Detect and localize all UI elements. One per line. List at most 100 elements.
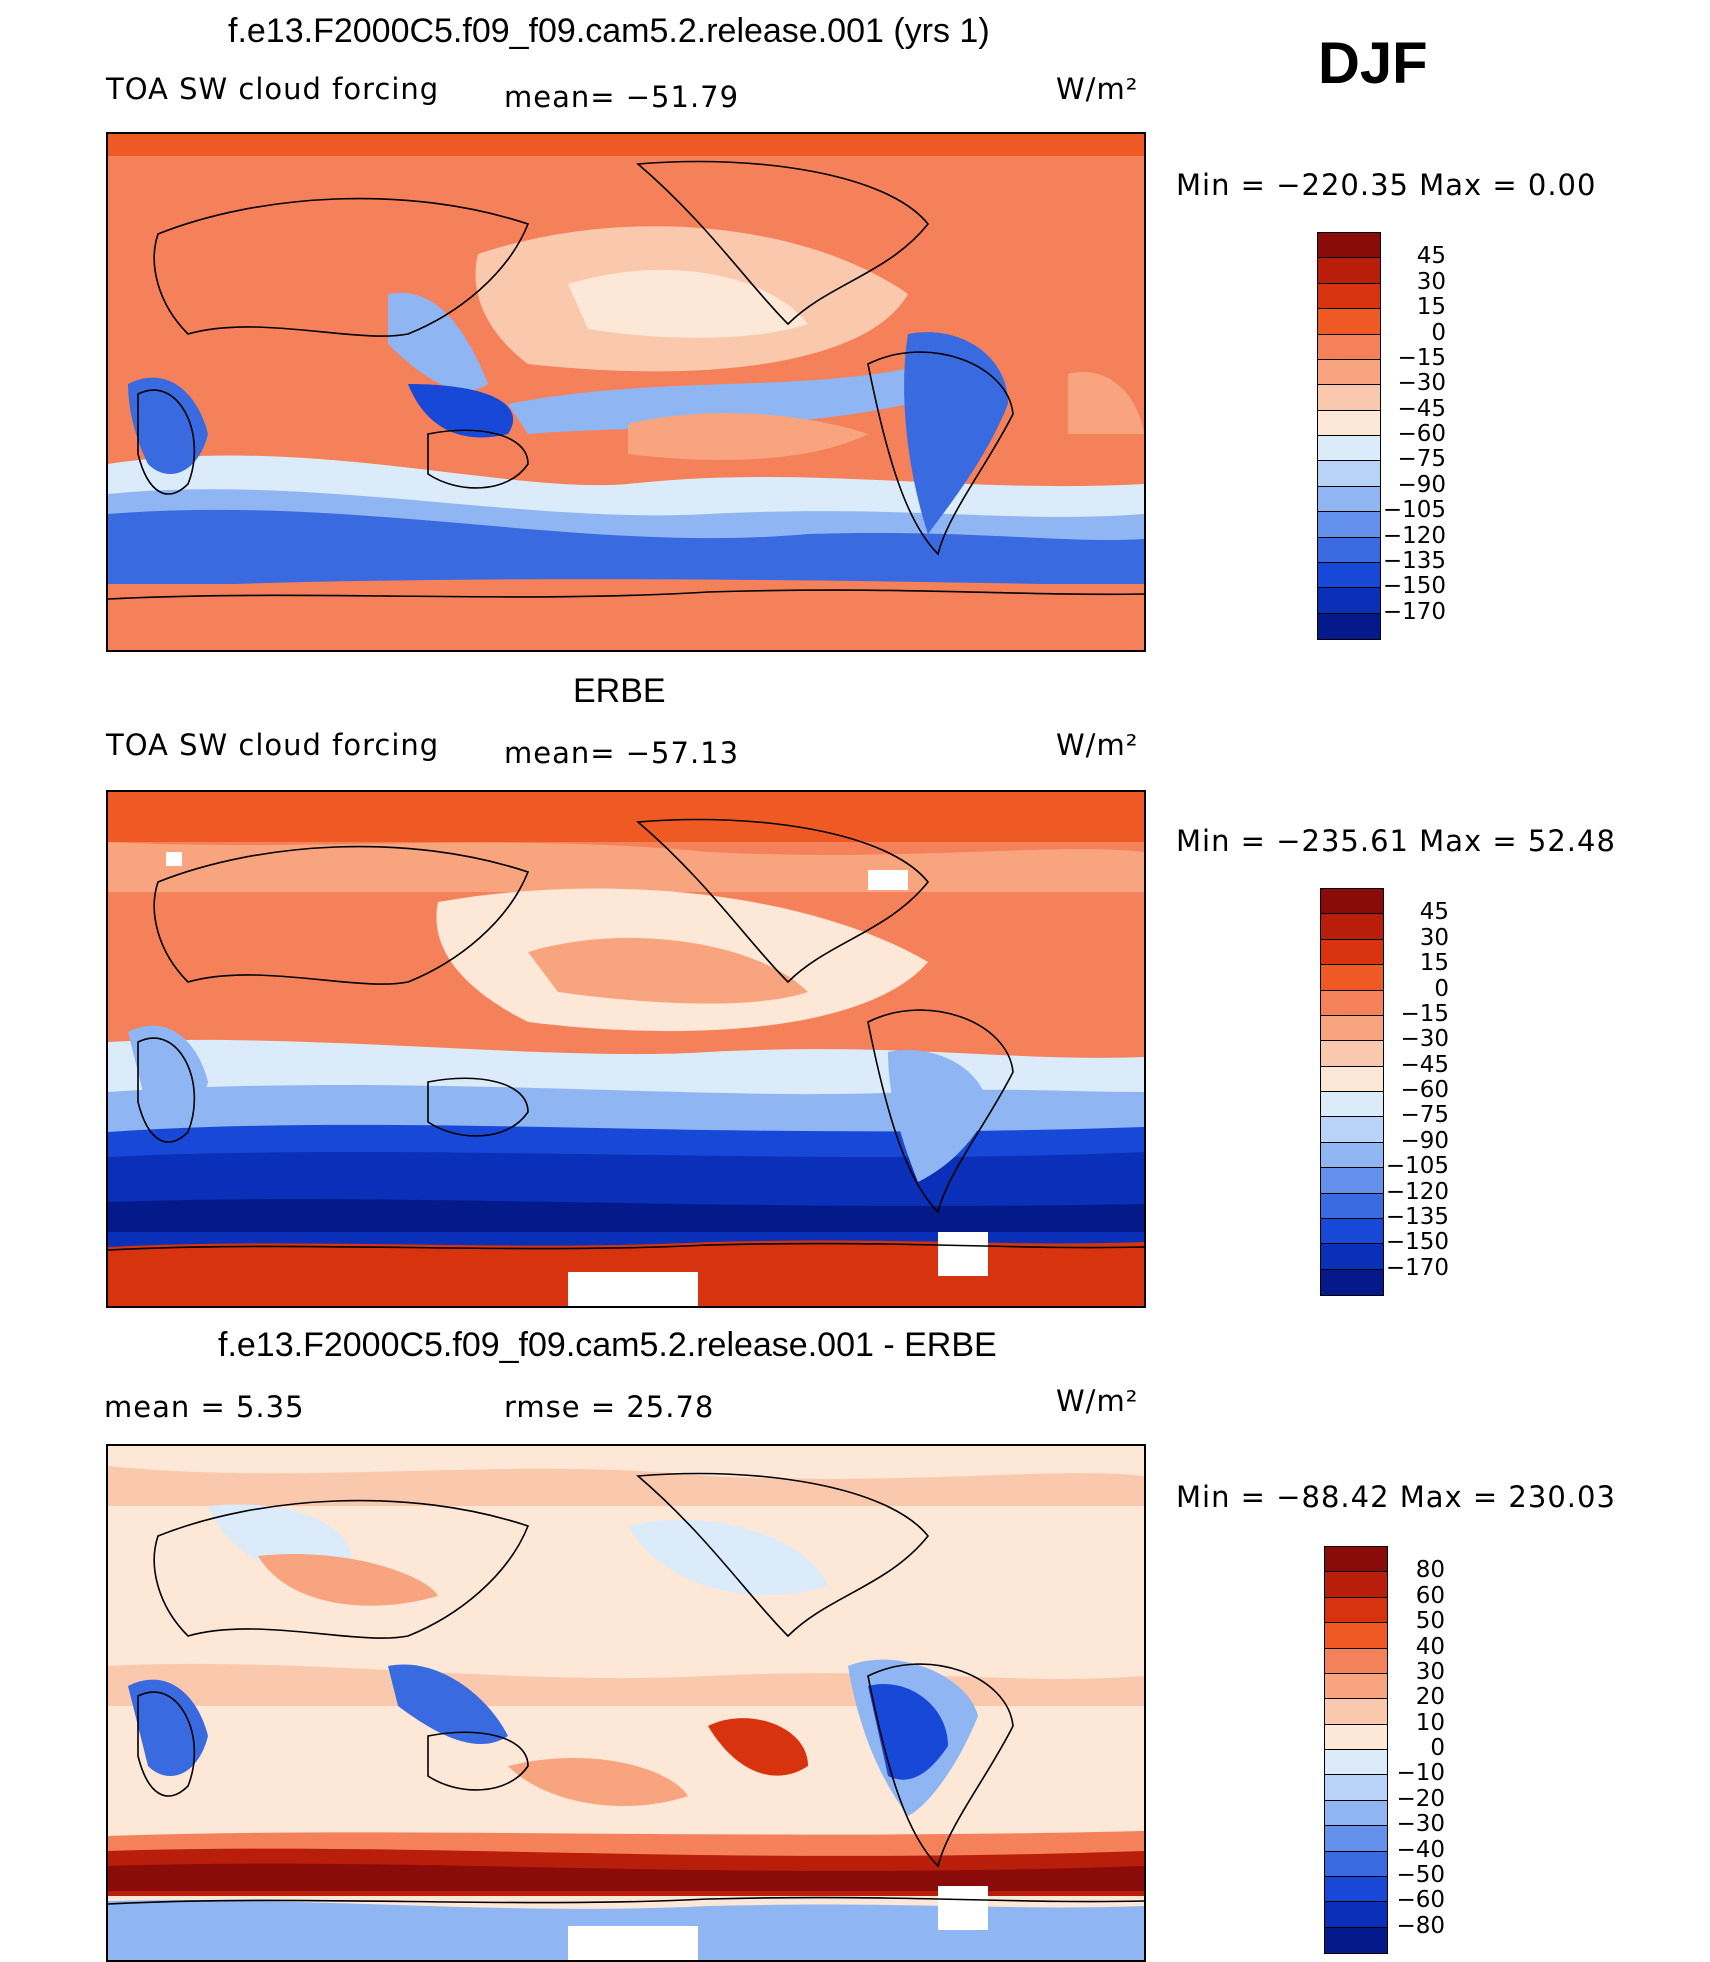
colorbar-tick-label: −75 (1397, 446, 1446, 473)
panel1-min-max: Min = −220.35 Max = 0.00 (1176, 168, 1597, 202)
colorbar-tick-label: 45 (1419, 899, 1449, 926)
colorbar-tick-label: −150 (1385, 1229, 1449, 1256)
colorbar-swatch (1318, 562, 1380, 589)
colorbar-swatch (1318, 258, 1380, 284)
colorbar-swatch (1321, 990, 1383, 1016)
colorbar-swatch (1318, 385, 1380, 411)
colorbar-swatch (1321, 1066, 1383, 1092)
panel3-title: f.e13.F2000C5.f09_f09.cam5.2.release.001… (218, 1326, 997, 1364)
colorbar-tick-label: 50 (1415, 1608, 1445, 1635)
colorbar-tick-label: −105 (1382, 497, 1446, 524)
colorbar-tick-label: −15 (1400, 1000, 1449, 1027)
colorbar-tick-label: −45 (1397, 395, 1446, 422)
colorbar-tick-label: −30 (1400, 1026, 1449, 1053)
colorbar-tick-label: 60 (1415, 1582, 1445, 1609)
colorbar-swatch (1321, 1092, 1383, 1118)
colorbar-swatch (1325, 1851, 1387, 1877)
colorbar-tick-label: −120 (1382, 522, 1446, 549)
colorbar-swatch (1325, 1800, 1387, 1827)
panel1-map (106, 132, 1146, 652)
panel3-min-max: Min = −88.42 Max = 230.03 (1176, 1480, 1616, 1514)
colorbar-swatch (1318, 283, 1380, 310)
colorbar-tick-label: 10 (1415, 1709, 1445, 1736)
colorbar-swatch (1318, 233, 1380, 259)
colorbar-tick-label: 80 (1415, 1557, 1445, 1584)
panel1-units: W/m² (1056, 72, 1139, 106)
colorbar-tick-label: −135 (1385, 1203, 1449, 1230)
panel1-map-graphic (108, 134, 1144, 650)
colorbar-swatch (1325, 1724, 1387, 1750)
colorbar-swatch (1325, 1826, 1387, 1852)
colorbar-swatch (1325, 1597, 1387, 1624)
colorbar-tick-label: −50 (1396, 1861, 1445, 1888)
colorbar-swatch (1318, 588, 1380, 614)
colorbar-swatch (1318, 334, 1380, 360)
colorbar-swatch (1318, 486, 1380, 513)
colorbar-swatch (1318, 436, 1380, 462)
colorbar-tick-label: −90 (1397, 471, 1446, 498)
colorbar-swatch (1325, 1902, 1387, 1928)
colorbar-swatch (1321, 965, 1383, 991)
colorbar-swatch (1318, 512, 1380, 538)
panel3-colorbar (1324, 1546, 1388, 1954)
panel3-rmse: rmse = 25.78 (504, 1390, 715, 1424)
colorbar-swatch (1325, 1673, 1387, 1700)
colorbar-tick-label: −75 (1400, 1102, 1449, 1129)
colorbar-tick-label: −60 (1397, 421, 1446, 447)
colorbar-tick-label: −170 (1385, 1254, 1449, 1281)
colorbar-tick-label: −80 (1396, 1912, 1445, 1939)
panel2-title: ERBE (573, 672, 666, 710)
panel2-map (106, 790, 1146, 1308)
panel2-colorbar (1320, 888, 1384, 1296)
panel1-mean: mean= −51.79 (504, 80, 740, 114)
colorbar-swatch (1325, 1750, 1387, 1776)
colorbar-swatch (1325, 1648, 1387, 1674)
colorbar-tick-label: −90 (1400, 1127, 1449, 1154)
colorbar-tick-label: 15 (1419, 950, 1449, 977)
panel3-map-graphic (108, 1446, 1144, 1960)
panel3-mean: mean = 5.35 (104, 1390, 305, 1424)
colorbar-swatch (1321, 1015, 1383, 1042)
colorbar-tick-label: −170 (1382, 598, 1446, 625)
colorbar-swatch (1321, 914, 1383, 940)
colorbar-swatch (1321, 889, 1383, 915)
colorbar-tick-label: 15 (1416, 294, 1446, 321)
season-label: DJF (1318, 31, 1428, 96)
colorbar-tick-label: −60 (1396, 1887, 1445, 1914)
colorbar-swatch (1318, 309, 1380, 335)
colorbar-tick-label: 0 (1431, 319, 1446, 346)
colorbar-swatch (1321, 1218, 1383, 1245)
panel3-map (106, 1444, 1146, 1962)
colorbar-tick-label: 30 (1419, 924, 1449, 951)
panel1-colorbar-labels: 45 30 15 0 −15 −30 −45 −60 −75 −90 −105 −120 −135 −15… (1380, 232, 1446, 638)
colorbar-tick-label: 20 (1415, 1684, 1445, 1711)
colorbar-swatch (1321, 1168, 1383, 1194)
colorbar-tick-label: 45 (1416, 243, 1446, 270)
colorbar-swatch (1325, 1547, 1387, 1573)
colorbar-swatch (1318, 359, 1380, 386)
colorbar-swatch (1325, 1927, 1387, 1953)
panel2-variable: TOA SW cloud forcing (106, 728, 440, 762)
colorbar-tick-label: −30 (1396, 1811, 1445, 1838)
panel2-mean: mean= −57.13 (504, 736, 740, 770)
colorbar-tick-label: −105 (1385, 1153, 1449, 1180)
colorbar-swatch (1325, 1775, 1387, 1801)
panel3-units: W/m² (1056, 1384, 1139, 1418)
colorbar-tick-label: 0 (1434, 975, 1449, 1002)
colorbar-swatch (1325, 1876, 1387, 1903)
colorbar-tick-label: −30 (1397, 370, 1446, 397)
panel2-map-graphic (108, 792, 1144, 1306)
colorbar-swatch (1321, 1117, 1383, 1143)
colorbar-swatch (1321, 1193, 1383, 1219)
colorbar-swatch (1321, 1142, 1383, 1169)
colorbar-swatch (1325, 1572, 1387, 1598)
colorbar-tick-label: −40 (1396, 1836, 1445, 1863)
colorbar-tick-label: −135 (1382, 547, 1446, 574)
colorbar-tick-label: 30 (1415, 1658, 1445, 1685)
colorbar-tick-label: −20 (1396, 1785, 1445, 1812)
colorbar-swatch (1321, 1269, 1383, 1295)
panel2-min-max: Min = −235.61 Max = 52.48 (1176, 824, 1616, 858)
colorbar-tick-label: 0 (1430, 1735, 1445, 1761)
colorbar-tick-label: 40 (1415, 1633, 1445, 1660)
colorbar-swatch (1318, 537, 1380, 563)
